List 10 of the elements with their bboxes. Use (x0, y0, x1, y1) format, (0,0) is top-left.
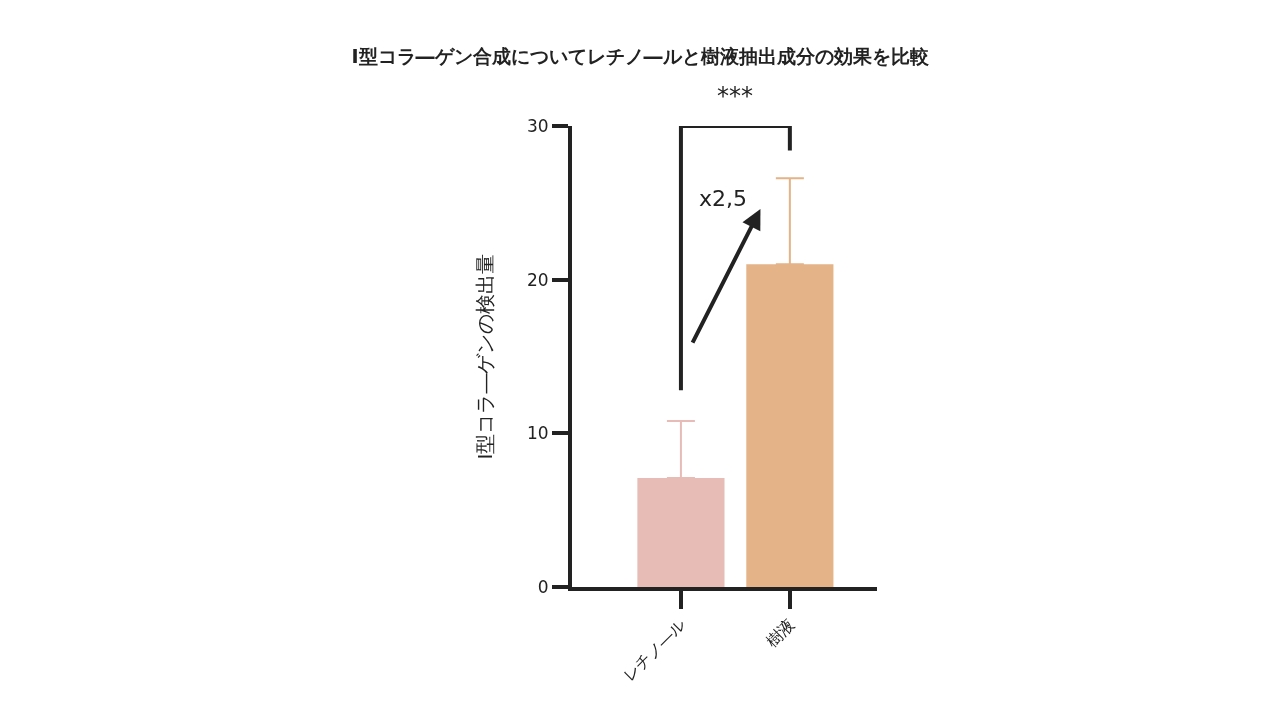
annotation: x2,5 (699, 186, 748, 211)
text: *** (717, 82, 753, 110)
y-tick-label: 20 (526, 269, 549, 290)
y-tick-label: 0 (537, 576, 549, 597)
y-axis-title: I型コラ―ゲンの検出量 (472, 253, 497, 460)
x-tick-label: 樹液 (762, 615, 799, 652)
x-tick-label: レチノ―ル (619, 615, 690, 686)
y-tick-label: 10 (526, 423, 549, 444)
chart-title: I型コラ―ゲン合成についてレチノ―ルと樹液抽出成分の効果を比較 (351, 45, 930, 68)
y-tick-label: 30 (526, 115, 549, 136)
